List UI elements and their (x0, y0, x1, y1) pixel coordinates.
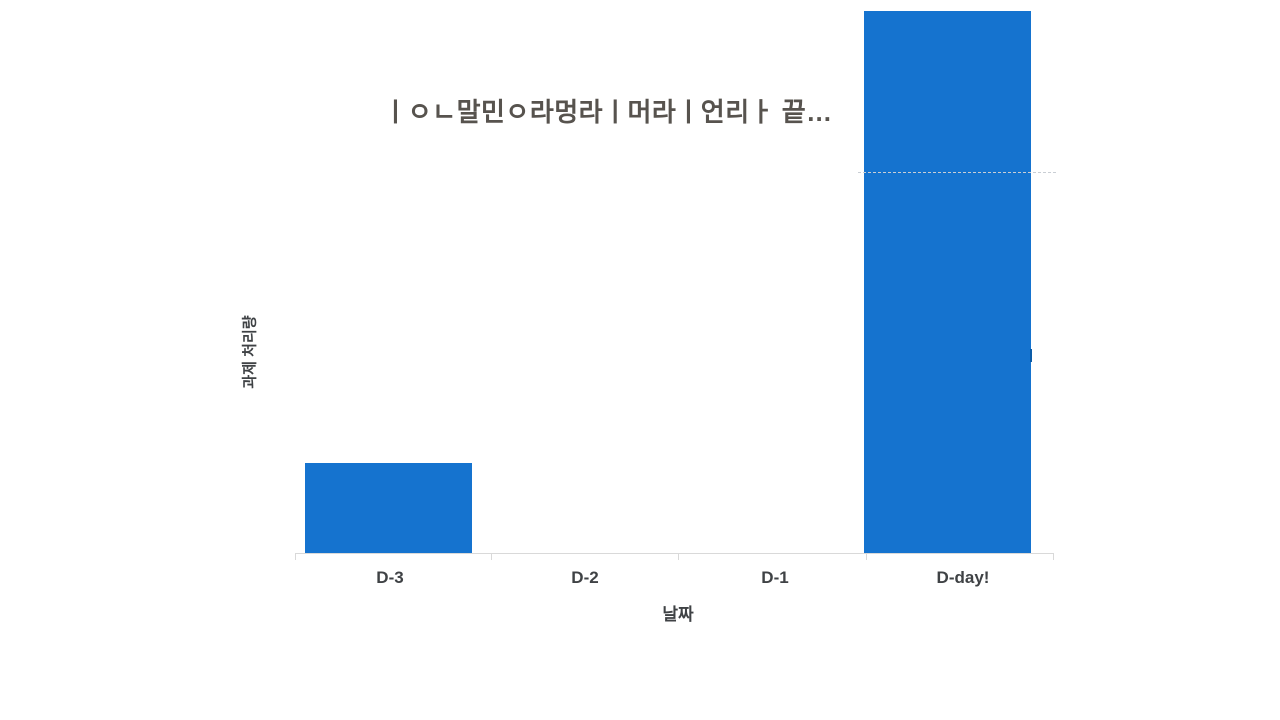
x-axis-title: 날짜 (662, 605, 694, 624)
x-axis-tick (295, 553, 296, 560)
chart-title: ㅣㅇㄴ말민ㅇ라멍라ㅣ머라ㅣ언리ㅏ 끝… (383, 97, 833, 127)
clip-guide-dashed-line (858, 172, 1056, 173)
x-category-label: D-3 (376, 568, 404, 587)
bar-edge-notch (1030, 349, 1032, 362)
x-category-label: D-2 (571, 568, 599, 587)
bar-d-day (864, 11, 1031, 553)
x-axis-tick (1053, 553, 1054, 560)
x-axis-tick (491, 553, 492, 560)
bar-d-3 (305, 463, 472, 553)
x-axis-tick (866, 553, 867, 560)
x-axis-tick (678, 553, 679, 560)
x-axis-line (295, 553, 1054, 554)
x-category-label: D-1 (761, 568, 789, 587)
x-category-label: D-day! (936, 568, 990, 587)
